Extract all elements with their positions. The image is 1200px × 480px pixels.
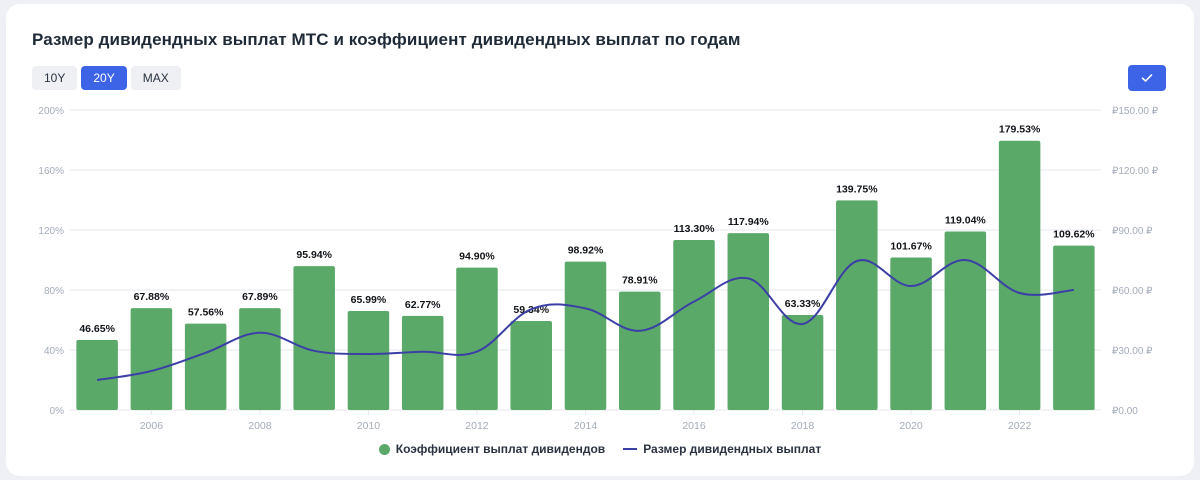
y-left-tick-label: 40% xyxy=(44,346,64,357)
bar xyxy=(510,320,552,410)
range-selector: 10Y 20Y MAX xyxy=(32,66,181,90)
bar-data-label: 109.62% xyxy=(1053,229,1095,241)
bar xyxy=(293,266,335,410)
bar xyxy=(1053,245,1095,410)
bar-data-label: 63.33% xyxy=(785,298,821,310)
bar-data-label: 67.88% xyxy=(134,291,170,303)
y-left-tick-label: 120% xyxy=(38,226,64,237)
bar xyxy=(836,200,878,410)
x-tick-label: 2006 xyxy=(140,420,164,432)
range-20y-button[interactable]: 20Y xyxy=(81,66,127,90)
bar-data-label: 62.77% xyxy=(405,299,441,311)
check-icon xyxy=(1141,74,1153,82)
bar-data-label: 67.89% xyxy=(242,291,278,303)
bar-data-label: 46.65% xyxy=(79,323,115,335)
bar-data-label: 113.30% xyxy=(674,223,716,235)
bar xyxy=(890,257,932,410)
bar xyxy=(456,267,498,410)
y-left-tick-label: 80% xyxy=(44,286,64,297)
legend-marker-bar xyxy=(378,443,390,455)
bar xyxy=(76,340,118,410)
y-right-tick-label: ₽150.00 ₽ xyxy=(1112,106,1159,117)
bar-data-label: 117.94% xyxy=(728,216,770,228)
x-tick-label: 2008 xyxy=(248,420,272,432)
y-right-tick-label: ₽60.00 ₽ xyxy=(1112,286,1153,297)
x-tick-label: 2012 xyxy=(465,420,489,432)
x-tick-label: 2014 xyxy=(574,420,598,432)
chart-card: Размер дивидендных выплат МТС и коэффици… xyxy=(6,4,1194,476)
legend-label-dividend-size: Размер дивидендных выплат xyxy=(643,442,822,456)
bar-data-label: 119.04% xyxy=(945,214,987,226)
y-left-tick-label: 200% xyxy=(38,106,64,117)
y-right-tick-label: ₽90.00 ₽ xyxy=(1112,226,1153,237)
bar xyxy=(347,311,390,410)
bar xyxy=(673,240,715,410)
dividend-chart: 0% 40% 80% 120% 160% 200% ₽0.00 ₽30.00 ₽ ₽60.00 … xyxy=(38,106,1159,432)
x-tick-label: 2016 xyxy=(682,420,706,432)
bar-data-label: 57.56% xyxy=(188,307,224,319)
y-right-tick-label: ₽120.00 ₽ xyxy=(1112,166,1159,177)
bar-data-label: 95.94% xyxy=(296,249,332,261)
y-right-tick-label: ₽30.00 ₽ xyxy=(1112,346,1153,357)
chart-legend: Коэффициент выплат дивидендов Размер див… xyxy=(6,442,1194,456)
bar xyxy=(184,323,227,410)
bar-data-label: 65.99% xyxy=(351,294,387,306)
x-tick-label: 2010 xyxy=(357,420,381,432)
legend-label-payout-ratio: Коэффициент выплат дивидендов xyxy=(395,442,606,456)
chart-title: Размер дивидендных выплат МТС и коэффици… xyxy=(32,30,741,49)
range-max-button[interactable]: MAX xyxy=(130,66,181,90)
x-tick-label: 2020 xyxy=(899,420,923,432)
legend-item-dividend-size[interactable]: Размер дивидендных выплат xyxy=(623,442,821,456)
y-right-tick-label: ₽0.00 xyxy=(1112,406,1138,417)
bar xyxy=(727,233,770,410)
bar xyxy=(781,315,824,410)
bar-data-label: 101.67% xyxy=(890,240,932,252)
x-tick-label: 2022 xyxy=(1008,420,1032,432)
bar xyxy=(944,231,987,410)
y-left-tick-label: 160% xyxy=(38,166,64,177)
bar-data-label: 94.90% xyxy=(459,251,495,263)
bar xyxy=(401,315,444,410)
bar xyxy=(998,140,1041,410)
bar-data-label: 139.75% xyxy=(836,183,878,195)
bar xyxy=(130,308,173,410)
bar xyxy=(239,308,281,410)
bar xyxy=(564,261,607,410)
bar-data-label: 98.92% xyxy=(568,245,604,257)
legend-marker-line xyxy=(623,448,638,450)
range-10y-button[interactable]: 10Y xyxy=(32,66,78,90)
x-tick-label: 2018 xyxy=(791,420,815,432)
bar-data-label: 179.53% xyxy=(999,124,1041,136)
confirm-button[interactable] xyxy=(1128,65,1166,91)
legend-item-payout-ratio[interactable]: Коэффициент выплат дивидендов xyxy=(378,442,606,456)
bar-data-label: 78.91% xyxy=(622,275,658,287)
y-left-tick-label: 0% xyxy=(50,406,65,417)
bar xyxy=(619,291,661,410)
